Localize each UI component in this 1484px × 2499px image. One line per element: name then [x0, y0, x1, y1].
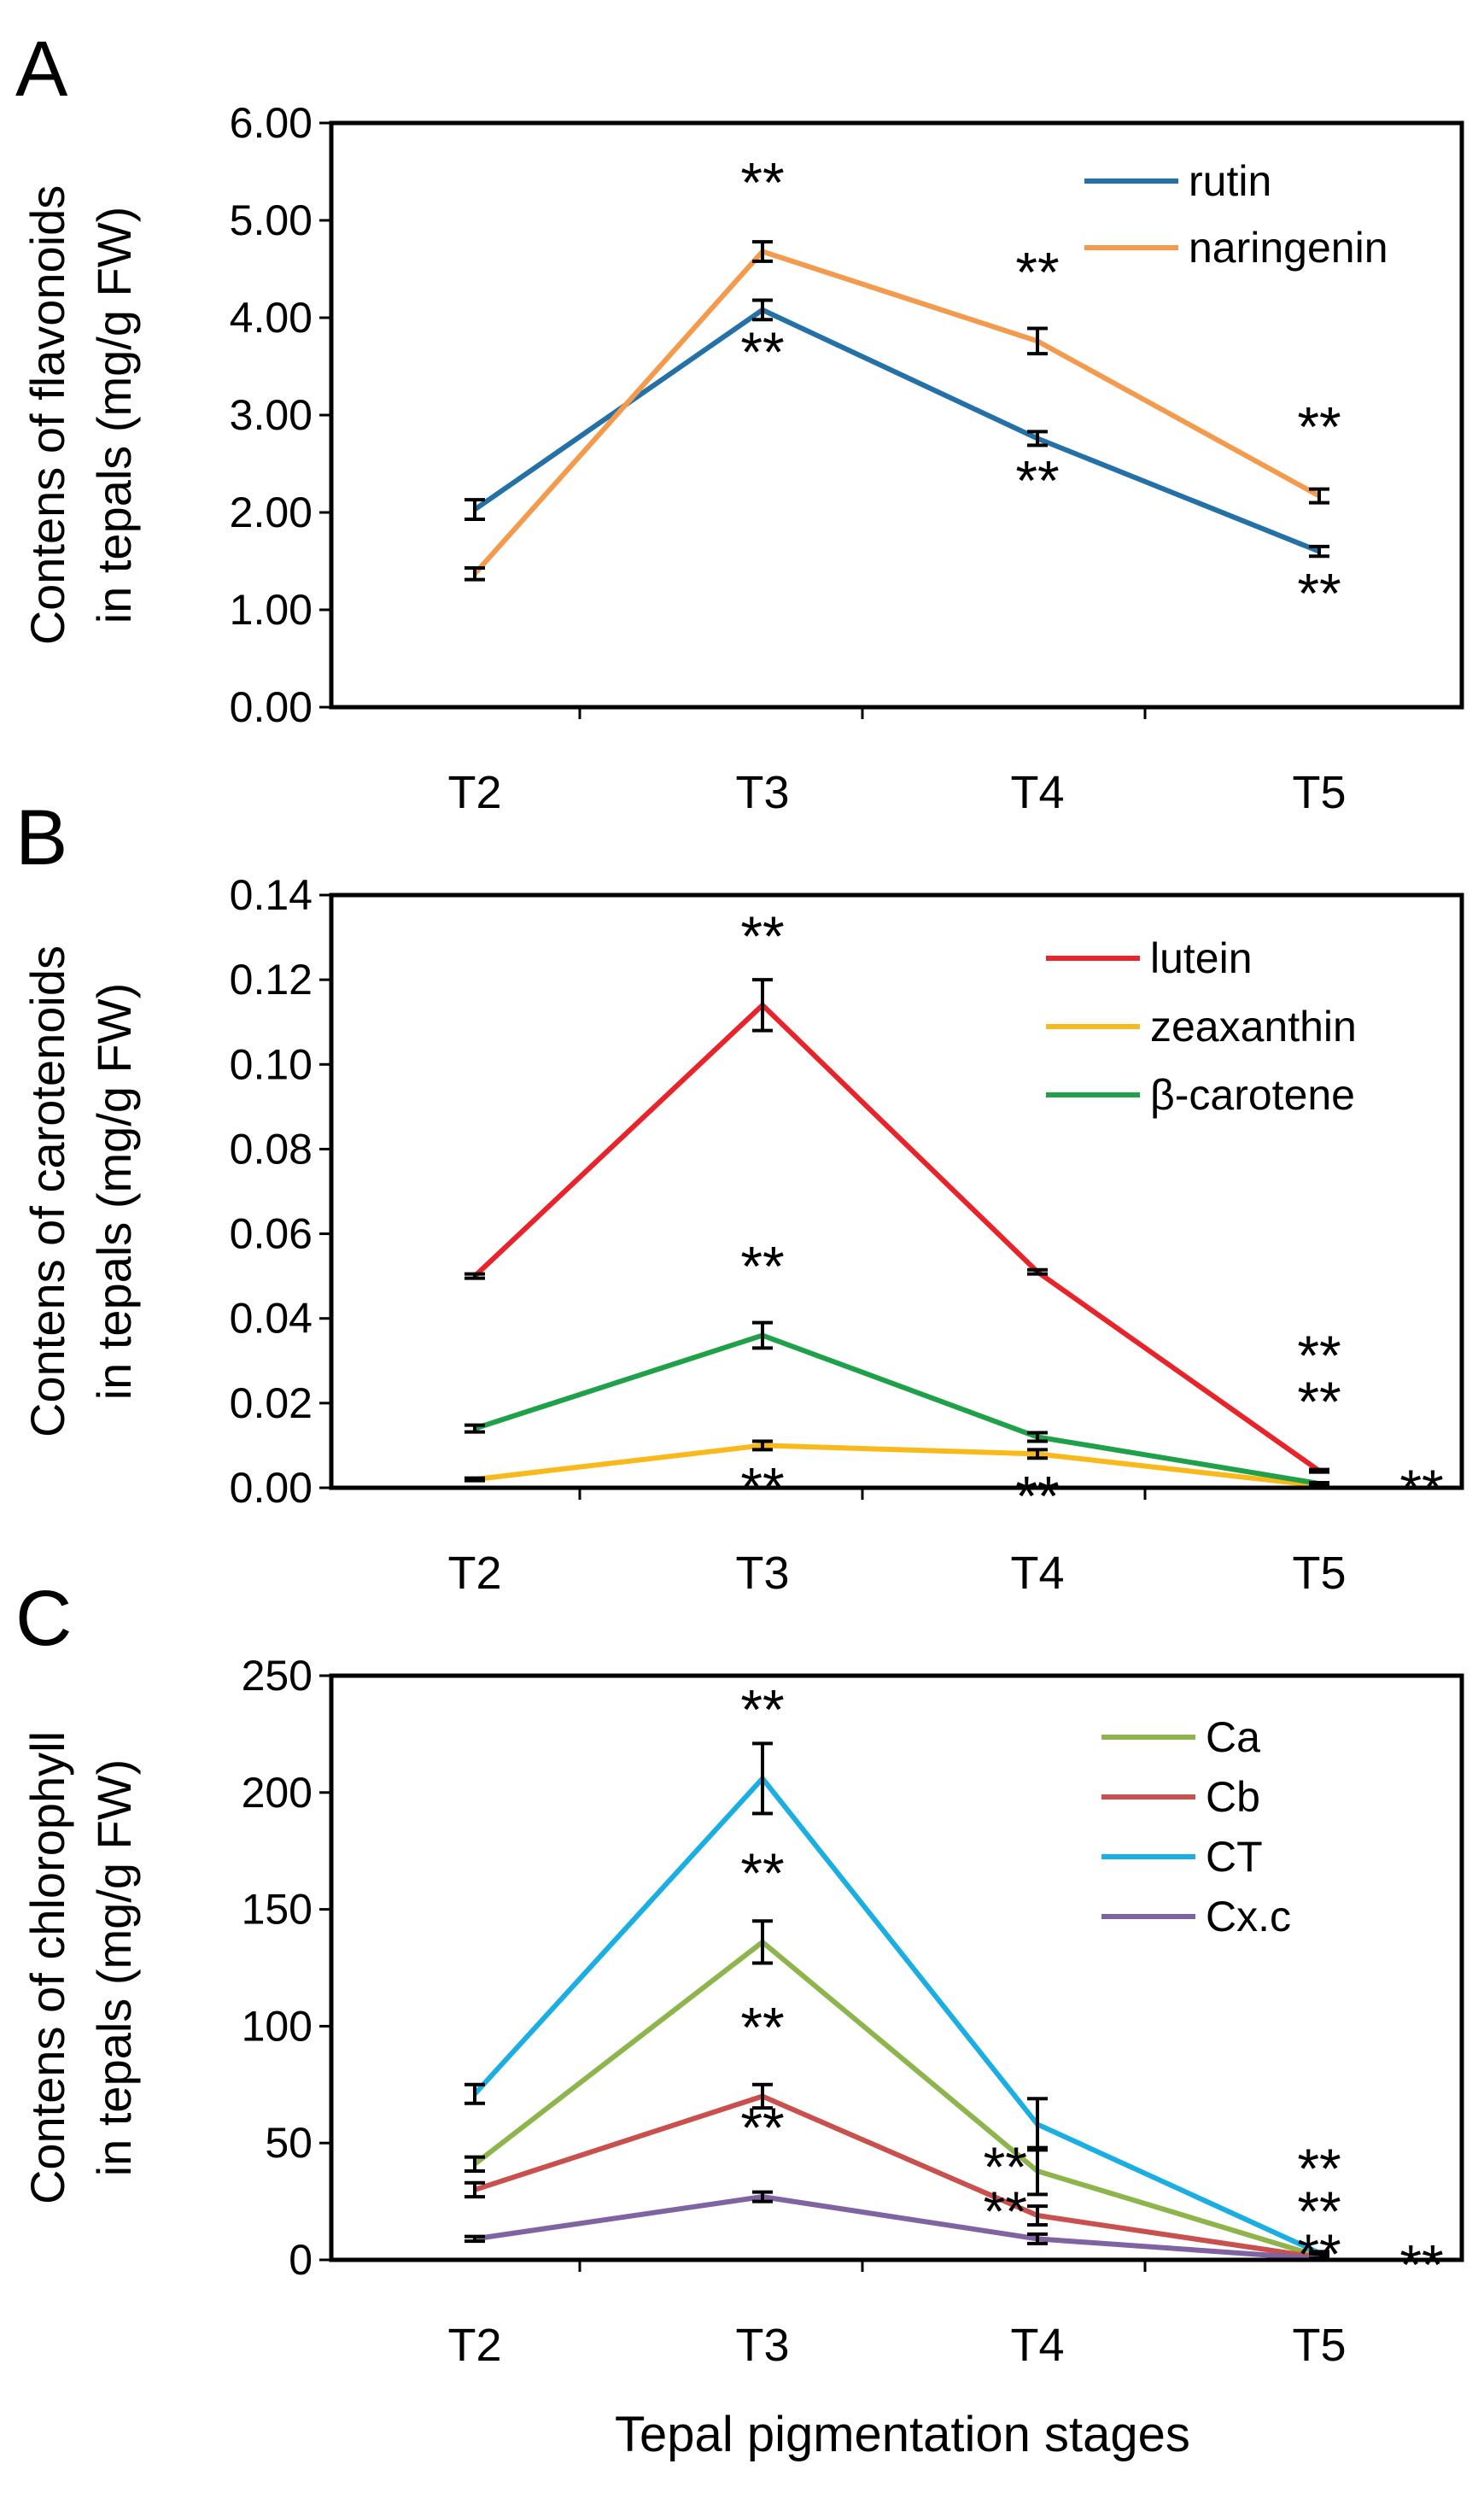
y-tick-label: 0 — [289, 2236, 313, 2284]
panel-letter: C — [15, 1575, 72, 1662]
y-tick-label: 4.00 — [230, 294, 313, 342]
x-tick-label: T2 — [447, 767, 501, 818]
y-tick-label: 0.02 — [230, 1379, 313, 1427]
y-tick-label: 0.08 — [230, 1125, 313, 1173]
series-line-Cx.c — [474, 2194, 1320, 2262]
panel-letter: B — [15, 794, 67, 881]
y-tick-label: 0.14 — [230, 871, 313, 919]
x-tick-label: T5 — [1292, 2320, 1346, 2371]
y-axis-title: in tepals (mg/g FW) — [87, 983, 141, 1401]
y-axis-title: Contens of flavonoids — [20, 185, 74, 646]
series-line-CT — [472, 1776, 1321, 2256]
plot-frame — [329, 1673, 1464, 2262]
y-axis-title: in tepals (mg/g FW) — [87, 1759, 141, 2177]
series-line-lutein — [472, 1002, 1321, 1473]
significance-marker: ** — [1015, 240, 1059, 303]
significance-marker: ** — [1399, 2233, 1443, 2297]
y-tick-label: 0.10 — [230, 1040, 313, 1088]
significance-marker: ** — [1297, 562, 1341, 625]
significance-marker: ** — [984, 2135, 1027, 2198]
significance-marker: ** — [740, 2096, 784, 2159]
y-tick-label: 150 — [242, 1886, 313, 1934]
x-tick-label: T4 — [1010, 2320, 1064, 2371]
significance-marker: ** — [1297, 2137, 1341, 2200]
panel-c: C Contens of chlorophyll in tepals (mg/g F… — [15, 1575, 1464, 2371]
x-tick-label: T5 — [1292, 767, 1346, 818]
series-line-Ca — [473, 1939, 1320, 2259]
legend-label: rutin — [1189, 157, 1271, 205]
y-tick-label: 200 — [242, 1769, 313, 1817]
significance-marker: ** — [984, 2180, 1027, 2243]
x-tick-label: T4 — [1010, 767, 1064, 818]
significance-marker: ** — [740, 320, 784, 383]
series-line-zeaxanthin — [474, 1443, 1320, 1489]
significance-marker: ** — [1297, 2180, 1341, 2243]
significance-marker: ** — [740, 1677, 784, 1741]
y-tick-label: 50 — [265, 2119, 313, 2167]
significance-marker: ** — [1297, 1324, 1341, 1387]
y-tick-label: 3.00 — [230, 391, 313, 439]
y-axis-title: Contens of chlorophyll — [20, 1731, 74, 2204]
y-tick-label: 0.04 — [230, 1295, 313, 1343]
significance-marker: ** — [740, 1841, 784, 1905]
y-tick-label: 1.00 — [230, 586, 313, 634]
legend-label: naringenin — [1189, 224, 1388, 272]
legend-label: CT — [1206, 1833, 1263, 1881]
y-tick-label: 0.12 — [230, 956, 313, 1004]
legend-label: Cx.c — [1206, 1893, 1291, 1940]
panel-b: B Contens of carotenoids in tepals (mg/g F… — [15, 794, 1464, 1599]
y-axis-title: in tepals (mg/g FW) — [87, 207, 141, 624]
y-tick-label: 0.00 — [230, 1464, 313, 1512]
y-tick-label: 5.00 — [230, 196, 313, 244]
panel-a: A Contens of flavonoids in tepals (mg/g FW… — [15, 26, 1464, 818]
legend-label: zeaxanthin — [1150, 1003, 1357, 1051]
x-axis-title: Tepal pigmentation stages — [615, 2407, 1190, 2462]
significance-marker: ** — [1297, 2222, 1341, 2285]
legend-label: β-carotene — [1150, 1071, 1355, 1119]
y-tick-label: 2.00 — [230, 489, 313, 536]
significance-marker: ** — [1015, 448, 1059, 512]
x-tick-label: T3 — [735, 2320, 789, 2371]
significance-marker: ** — [1297, 395, 1341, 459]
y-tick-label: 0.00 — [230, 683, 313, 731]
plot-frame — [329, 892, 1464, 1490]
x-tick-label: T3 — [735, 1548, 789, 1599]
significance-marker: ** — [740, 904, 784, 968]
legend-label: lutein — [1150, 934, 1253, 982]
x-tick-label: T4 — [1010, 1548, 1064, 1599]
series-line-naringenin — [472, 249, 1321, 576]
significance-marker: ** — [1297, 1370, 1341, 1433]
x-tick-label: T2 — [447, 1548, 501, 1599]
x-tick-label: T5 — [1292, 1548, 1346, 1599]
y-tick-label: 250 — [242, 1652, 313, 1700]
plot-frame — [329, 120, 1464, 710]
x-tick-label: T3 — [735, 767, 789, 818]
significance-marker: ** — [740, 150, 784, 214]
legend-label: Cb — [1206, 1773, 1260, 1821]
x-tick-label: T2 — [447, 2320, 501, 2371]
significance-marker: ** — [740, 1995, 784, 2058]
y-tick-label: 6.00 — [230, 99, 313, 147]
series-line-Cb — [474, 2093, 1320, 2261]
series-line-β-carotene — [474, 1332, 1320, 1487]
y-axis-title: Contens of carotenoids — [20, 945, 74, 1437]
panel-letter: A — [15, 26, 68, 113]
significance-marker: ** — [1015, 1464, 1059, 1527]
y-tick-label: 100 — [242, 2002, 313, 2050]
y-tick-label: 0.06 — [230, 1210, 313, 1258]
legend-label: Ca — [1206, 1713, 1260, 1761]
significance-marker: ** — [740, 1235, 784, 1298]
